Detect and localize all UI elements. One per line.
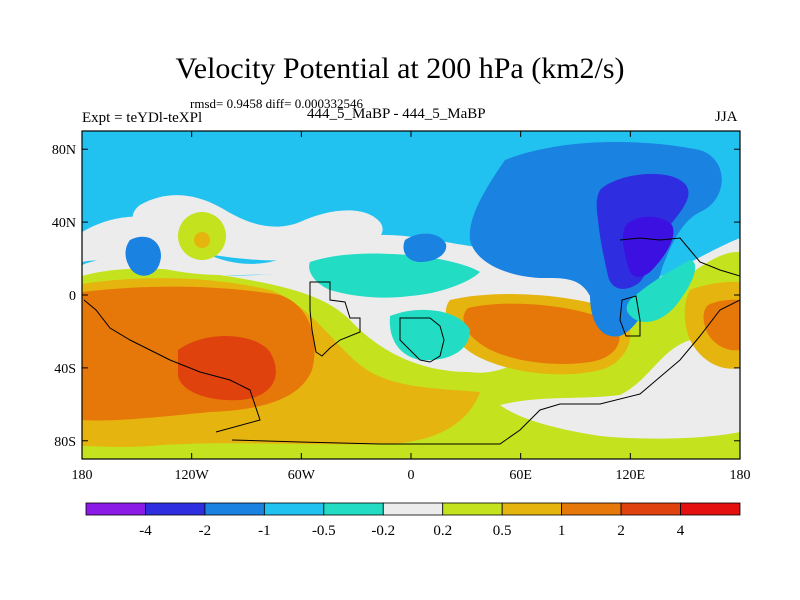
colorbar-swatch [561,502,622,516]
colorbar-label: -2 [199,523,212,539]
x-tick-label: 60E [509,468,532,483]
coastline-south-america [309,281,361,357]
field-neutral-gap [500,330,740,439]
field-level-2 [178,335,276,401]
y-tick-label: 80S [54,435,76,450]
colorbar-label: -0.5 [312,523,336,539]
colorbar-swatch [145,502,206,516]
y-tick-label: 0 [69,289,76,304]
coastline-pacific-islands [83,299,261,433]
colorbar: -4 -2 -1 -0.5 -0.2 0.2 0.5 1 2 4 [85,502,741,539]
field-indian-level-2 [463,303,620,364]
colorbar-label: 2 [617,523,625,539]
y-tick-label: 40N [52,216,76,231]
y-tick-label: 40S [54,362,76,377]
x-tick-label: 120W [175,468,210,483]
colorbar-label: 4 [677,523,685,539]
colorbar-swatch [620,502,681,516]
colorbar-label: 0.2 [433,523,452,539]
coastlines [83,237,740,445]
stats-label: rmsd= 0.9458 diff= 0.000332546 [190,96,363,111]
colorbar-label: 1 [558,523,566,539]
x-tick-label: 180 [730,468,751,483]
season-label: JJA [715,109,738,125]
colorbar-swatch [501,502,563,516]
colorbar-swatch [442,502,503,516]
coastline-australia [619,295,641,337]
colorbar-swatch [323,502,384,516]
field-level-minus-0p2-b [389,309,470,361]
y-tick-label: 80N [52,143,76,158]
colorbar-label: -1 [258,523,271,539]
axis-ticks: 180 120W 60W 0 60E 120E 180 80N 40N 0 40S 80S [52,131,751,483]
chart-title: Velocity Potential at 200 hPa (km2/s) [175,52,625,85]
field-level-minus-0p2-a [309,253,480,298]
x-tick-label: 180 [72,468,93,483]
coastline-antarctica [231,299,740,445]
x-tick-label: 120E [616,468,646,483]
field-swpac-level-2 [703,299,740,351]
field-level-minus-0p2-c [626,260,696,322]
field-level-minus-4 [622,216,674,277]
colorbar-swatch [85,502,146,516]
colorbar-label: -0.2 [371,523,395,539]
case-label: 444_5_MaBP - 444_5_MaBP [307,106,486,122]
field-minus-1-w [403,233,447,262]
colorbar-label: 0.5 [493,523,512,539]
colorbar-swatch [204,502,265,516]
x-tick-label: 60W [288,468,316,483]
field-na-positive-inner [194,232,210,248]
colorbar-swatch [382,502,444,516]
colorbar-swatch [263,502,325,516]
experiment-label: Expt = teYDl-teXPl [82,110,203,126]
coastline-east-asia [619,237,740,277]
x-tick-label: 0 [408,468,415,483]
colorbar-swatch [680,502,741,516]
contour-field [82,131,740,459]
coastline-africa [399,317,445,363]
colorbar-label: -4 [139,523,152,539]
field-minus-1-pac [125,236,161,276]
